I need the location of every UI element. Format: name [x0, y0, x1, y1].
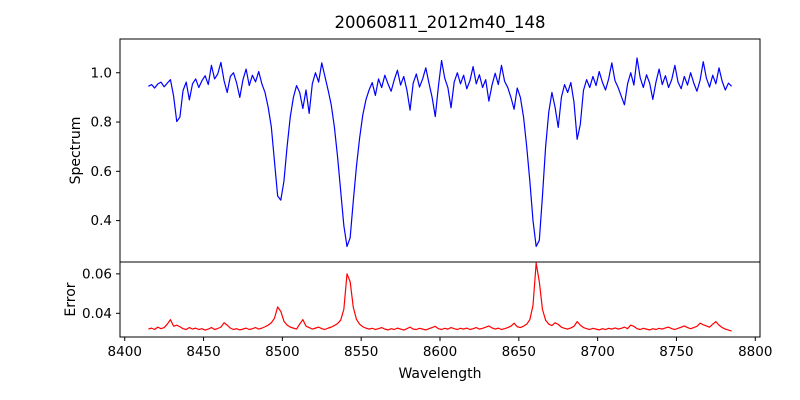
spectrum-y-tick-label: 0.6	[91, 164, 112, 180]
error-panel: 0.04 0.06	[82, 261, 761, 338]
x-tick-label: 8550	[344, 344, 378, 360]
x-tick-label: 8650	[502, 344, 536, 360]
x-tick-label: 8400	[108, 344, 142, 360]
x-axis-label: Wavelength	[398, 366, 481, 382]
x-tick-label: 8750	[659, 344, 693, 360]
y-axis-label-error: Error	[63, 282, 79, 316]
error-y-tick-label: 0.06	[82, 266, 112, 282]
x-tick-label: 8800	[738, 344, 772, 360]
spectrum-series-line	[148, 57, 733, 248]
chart-title: 20060811_2012m40_148	[334, 13, 545, 33]
spectrum-y-tick-label: 0.8	[91, 115, 112, 131]
error-y-tick-label: 0.04	[82, 306, 112, 322]
chart-layers: 0.4 0.6 0.8 1.0 0.04 0.06 8400 8450 8500 8550 8600…	[82, 38, 772, 360]
x-tick-label: 8450	[186, 344, 220, 360]
spectrum-panel: 0.4 0.6 0.8 1.0	[91, 38, 761, 263]
error-series-line	[148, 262, 732, 332]
y-axis-label-spectrum: Spectrum	[68, 117, 84, 185]
spectrum-y-tick-label: 1.0	[91, 65, 112, 81]
x-tick-label: 8700	[580, 344, 614, 360]
x-tick-label: 8600	[423, 344, 457, 360]
error-axes-frame	[119, 261, 761, 338]
x-axis-ticks: 8400 8450 8500 8550 8600 8650 8700 8750 8800	[108, 337, 772, 360]
x-tick-label: 8500	[265, 344, 299, 360]
spectrum-y-tick-label: 0.4	[91, 213, 112, 229]
